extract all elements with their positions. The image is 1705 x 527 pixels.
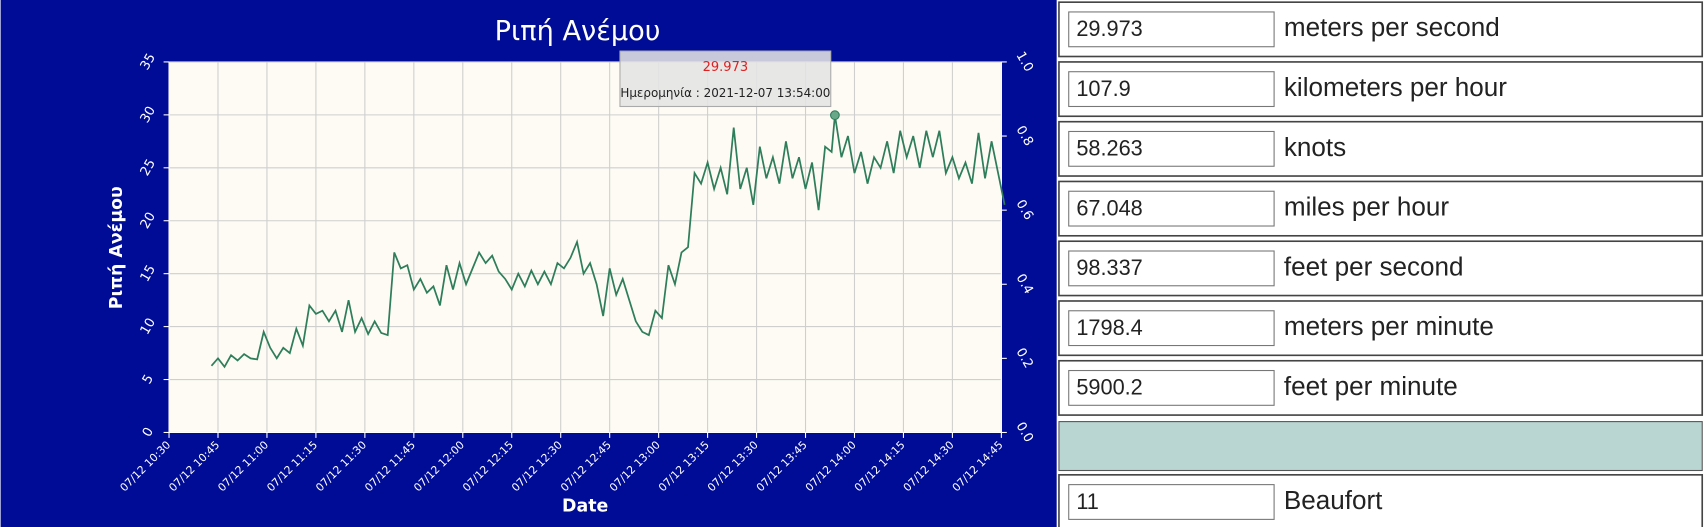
unit-label: feet per minute — [1284, 371, 1458, 401]
value-text: 67.048 — [1076, 195, 1142, 220]
y-tick-label: 30 — [138, 104, 159, 126]
unit-label: meters per minute — [1284, 311, 1494, 341]
value-input[interactable] — [1068, 130, 1275, 167]
value-text: 98.337 — [1076, 255, 1142, 280]
value-input[interactable] — [1068, 310, 1275, 347]
tooltip-box — [619, 50, 832, 108]
highlight-point — [830, 110, 840, 121]
data-line — [210, 115, 1006, 369]
value-text: 1798.4 — [1076, 315, 1142, 340]
blank-row — [1058, 421, 1703, 472]
value-input[interactable] — [1068, 190, 1275, 227]
value-text: 11 — [1076, 489, 1099, 514]
value-text: 58.263 — [1076, 136, 1142, 161]
value-input[interactable] — [1068, 71, 1275, 108]
value-input[interactable] — [1068, 369, 1275, 406]
value-input[interactable] — [1068, 250, 1275, 287]
value-input[interactable] — [1068, 11, 1275, 48]
value-input[interactable] — [1068, 484, 1275, 520]
x-axis-title: Date — [562, 496, 608, 516]
plot-area — [169, 61, 1002, 433]
unit-label: Beaufort — [1284, 485, 1383, 515]
tooltip-date: Ημερομηνία : 2021-12-07 13:54:00 — [620, 86, 830, 100]
y-axis-title: Ριπή Ανέμου — [107, 186, 127, 309]
y-tick-label: 15 — [138, 263, 159, 285]
value-text: 5900.2 — [1076, 375, 1142, 400]
unit-label: miles per hour — [1284, 192, 1449, 222]
y-tick-label: 20 — [138, 210, 159, 232]
value-text: 29.973 — [1076, 16, 1142, 41]
chart-title: Ριπή Ανέμου — [495, 16, 661, 47]
unit-label: kilometers per hour — [1284, 72, 1507, 102]
unit-label: feet per second — [1284, 251, 1464, 281]
y-tick-label: 10 — [138, 316, 159, 338]
value-text: 107.9 — [1076, 76, 1130, 101]
tooltip-value: 29.973 — [703, 60, 749, 75]
y-tick-label: 25 — [138, 157, 159, 179]
row-box — [1058, 120, 1704, 177]
unit-label: meters per second — [1284, 12, 1500, 42]
y-tick-label: 35 — [138, 51, 159, 73]
unit-label: knots — [1284, 132, 1346, 162]
